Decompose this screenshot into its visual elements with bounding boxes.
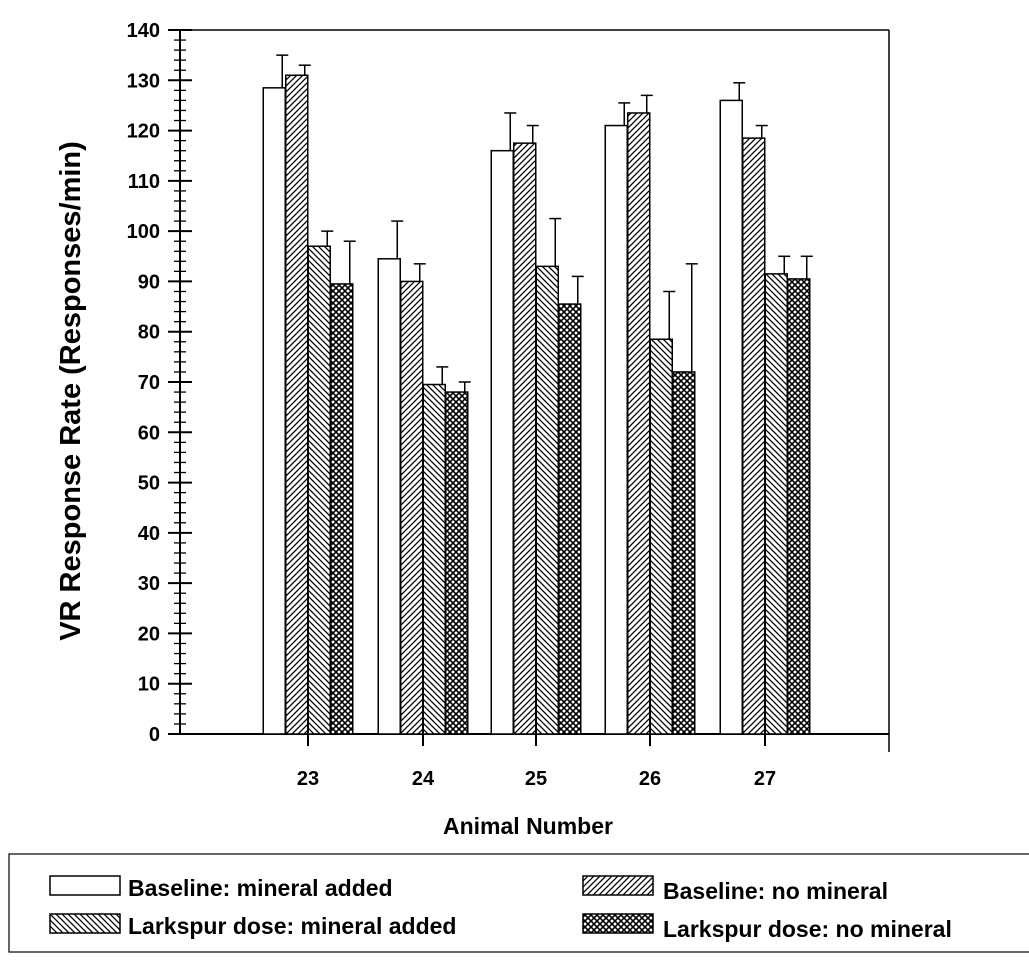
- legend-label: Larkspur dose: mineral added: [128, 913, 456, 939]
- x-ticks: 23 24 25 26 27: [297, 734, 776, 790]
- bar: [285, 74, 309, 735]
- y-tick-label: 120: [127, 121, 160, 143]
- y-axis-title: VR Response Rate (Responses/min): [55, 141, 87, 641]
- bar: [307, 245, 331, 735]
- legend-swatch: [49, 875, 121, 896]
- bar: [490, 149, 514, 735]
- legend-label: Baseline: mineral added: [128, 875, 393, 901]
- bar: [422, 383, 446, 735]
- y-tick-label: 30: [138, 573, 160, 595]
- y-tick-label: 100: [127, 221, 160, 243]
- y-tick-label: 40: [138, 523, 160, 545]
- bar: [672, 371, 696, 735]
- x-tick-label: 25: [525, 768, 547, 790]
- x-tick-label: 23: [297, 768, 319, 790]
- y-tick-label: 70: [138, 372, 160, 394]
- bar: [742, 137, 766, 735]
- x-tick-label: 26: [639, 768, 661, 790]
- bar: [262, 87, 286, 735]
- y-tick-label: 80: [138, 322, 160, 344]
- bar: [558, 303, 582, 735]
- bar: [330, 283, 354, 735]
- y-tick-label: 140: [127, 20, 160, 42]
- bar: [377, 258, 401, 735]
- x-tick-label: 27: [754, 768, 776, 790]
- y-tick-label: 90: [138, 271, 160, 293]
- bar: [787, 278, 811, 735]
- bar: [513, 142, 537, 735]
- bars: [262, 74, 811, 735]
- legend-swatch: [582, 913, 654, 934]
- y-tick-label: 110: [128, 171, 160, 193]
- legend-box: [8, 853, 1029, 953]
- y-tick-label: 10: [138, 674, 160, 696]
- x-axis-title: Animal Number: [443, 813, 613, 839]
- bar: [535, 265, 559, 735]
- bar: [649, 338, 673, 735]
- y-tick-label: 20: [138, 623, 160, 645]
- y-ticks: 0 10 20 30 40 50 60 70 80 90 100 110 120 130 140: [127, 20, 192, 746]
- bar: [445, 391, 469, 735]
- bar: [604, 124, 628, 735]
- legend-swatch: [49, 913, 121, 934]
- legend-swatch: [582, 875, 654, 896]
- legend-label: Larkspur dose: no mineral: [663, 916, 952, 942]
- bar: [719, 99, 743, 735]
- bar: [400, 280, 424, 735]
- y-tick-label: 130: [127, 70, 160, 92]
- y-tick-label: 0: [149, 724, 160, 746]
- legend-label: Baseline: no mineral: [663, 878, 888, 904]
- bar: [627, 112, 651, 735]
- y-tick-label: 60: [138, 422, 160, 444]
- y-tick-label: 50: [138, 473, 160, 495]
- bar: [764, 273, 788, 735]
- x-tick-label: 24: [412, 768, 435, 790]
- legend: Baseline: mineral added Baseline: no mine…: [49, 875, 952, 942]
- error-bars: [276, 54, 813, 393]
